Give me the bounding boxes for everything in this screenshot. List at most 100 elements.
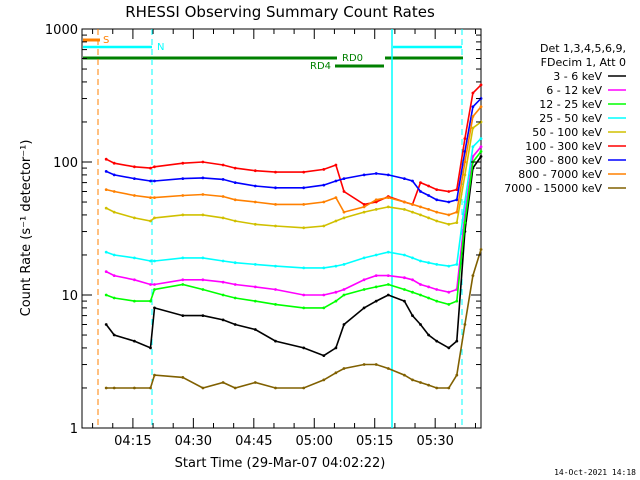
series-3-point-8	[233, 261, 237, 265]
chart-title: RHESSI Observing Summary Count Rates	[125, 3, 435, 21]
legend-header-line-1: Det 1,3,4,5,6,9,	[540, 42, 626, 55]
series-8-point-25	[463, 323, 467, 326]
series-4-point-24	[455, 221, 459, 225]
series-4-point-13	[334, 219, 338, 223]
x-tick-label-1: 04:30	[175, 434, 212, 449]
series-1-point-3	[149, 283, 152, 286]
series-2-point-22	[435, 299, 439, 303]
series-6-point-15	[362, 173, 366, 177]
series-2-point-14	[342, 293, 346, 297]
series-8-point-4	[153, 373, 156, 377]
series-2-point-25	[463, 221, 467, 225]
series-7-point-3	[149, 196, 152, 200]
series-5-point-0	[104, 157, 108, 161]
series-1-point-7	[221, 280, 225, 284]
y-tick-label-1: 10	[61, 289, 78, 304]
series-1-point-27	[479, 145, 483, 149]
series-4-point-18	[403, 208, 406, 211]
series-4-point-17	[386, 205, 390, 209]
series-8-point-15	[362, 363, 366, 366]
legend-label-8: 7000 - 15000 keV	[504, 182, 602, 195]
series-8-point-14	[342, 367, 346, 370]
series-6-point-25	[463, 150, 467, 153]
series-0-point-19	[411, 314, 414, 317]
series-0-point-18	[403, 299, 406, 303]
series-8-point-1	[112, 386, 116, 390]
series-4-point-10	[274, 224, 277, 228]
series-line-8	[106, 249, 482, 389]
series-0-point-0	[104, 323, 108, 326]
series-8-point-20	[419, 381, 422, 384]
series-0-point-20	[419, 323, 422, 326]
series-7-point-13	[334, 196, 338, 200]
series-7-point-10	[274, 203, 277, 206]
series-2-point-2	[133, 299, 136, 303]
series-1-point-18	[403, 276, 406, 280]
series-1-point-13	[334, 290, 338, 294]
series-3-point-24	[455, 263, 459, 266]
series-0-point-22	[435, 339, 439, 343]
series-3-point-17	[386, 250, 390, 254]
series-6-point-10	[274, 186, 277, 190]
series-3-point-13	[334, 264, 338, 268]
series-6-point-1	[112, 173, 116, 177]
series-line-7	[106, 106, 482, 216]
series-7-point-16	[374, 198, 378, 202]
series-7-point-12	[322, 200, 326, 204]
series-1-point-11	[302, 293, 306, 297]
series-6-point-13	[334, 179, 338, 183]
series-1-point-6	[201, 278, 205, 282]
legend-label-6: 300 - 800 keV	[525, 154, 602, 167]
generation-timestamp: 14-Oct-2021 14:18	[554, 468, 636, 477]
series-5-point-3	[149, 166, 152, 170]
series-3-point-26	[471, 145, 475, 149]
series-6-point-9	[253, 184, 257, 188]
series-4-point-21	[427, 216, 430, 220]
series-1-point-9	[253, 285, 257, 289]
series-8-point-12	[322, 378, 326, 382]
series-4-point-2	[133, 216, 136, 220]
series-6-point-23	[447, 200, 451, 204]
series-3-point-15	[362, 256, 366, 260]
series-8-point-5	[181, 376, 185, 379]
series-2-point-4	[153, 288, 156, 291]
series-line-6	[105, 97, 482, 203]
series-1-point-23	[447, 290, 451, 294]
series-0-point-21	[427, 333, 430, 337]
y-axis-label: Count Rate (s⁻¹ detector⁻¹)	[19, 140, 34, 317]
series-5-point-23	[447, 190, 451, 193]
series-8-point-9	[253, 381, 257, 384]
series-7-point-19	[411, 203, 414, 206]
series-1-point-8	[233, 283, 237, 286]
series-5-point-15	[362, 203, 366, 206]
series-0-point-27	[479, 155, 483, 158]
series-3-point-14	[342, 263, 346, 266]
legend-label-0: 3 - 6 keV	[553, 70, 602, 83]
series-0-point-6	[201, 314, 205, 317]
series-layer	[104, 83, 483, 390]
series-3-point-0	[104, 250, 108, 254]
series-0-point-3	[149, 346, 152, 350]
series-2-point-10	[274, 303, 277, 306]
series-2-point-23	[447, 303, 451, 306]
series-8-point-2	[133, 386, 136, 390]
series-7-point-9	[253, 200, 257, 204]
series-1-point-4	[153, 283, 156, 286]
y-tick-label-3: 1000	[45, 23, 78, 38]
series-5-point-13	[334, 163, 338, 167]
series-7-point-24	[455, 210, 459, 214]
series-8-point-23	[447, 386, 451, 390]
series-5-point-20	[419, 181, 422, 185]
x-tick-label-2: 04:45	[235, 434, 272, 449]
series-8-point-10	[274, 386, 277, 390]
series-4-point-26	[471, 126, 475, 130]
series-2-point-11	[302, 306, 306, 310]
series-4-point-22	[435, 219, 439, 223]
series-8-point-11	[302, 386, 306, 390]
flag-label-n: N	[157, 42, 164, 53]
series-7-point-17	[386, 196, 390, 200]
series-1-point-19	[411, 278, 414, 282]
series-2-point-0	[104, 293, 108, 297]
series-3-point-21	[427, 261, 430, 265]
series-2-point-24	[455, 299, 459, 303]
